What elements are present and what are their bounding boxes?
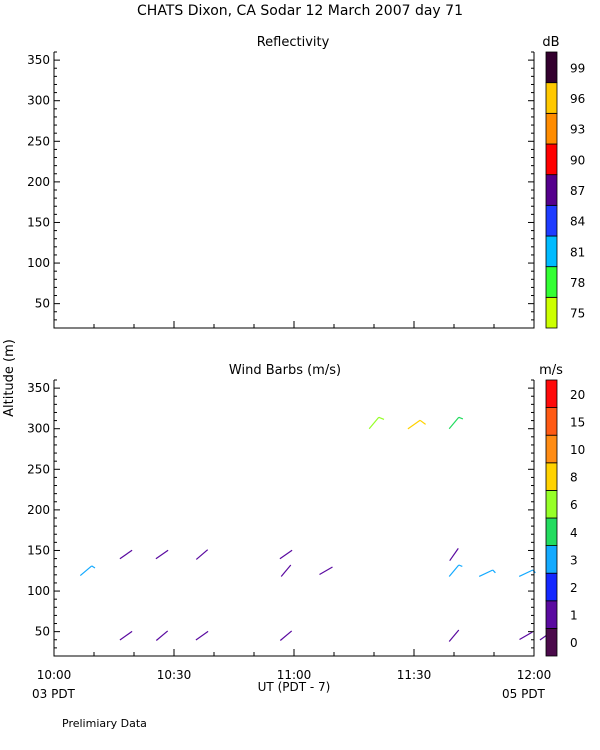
wind-barbs-xtick-label: 11:30: [397, 668, 432, 682]
reflectivity-colorbar-swatch: [545, 143, 558, 176]
wind-barbs-colorbar-label: 4: [570, 526, 578, 540]
wind-barbs-xtick-label: 12:00: [517, 668, 552, 682]
wind-barbs-title: Wind Barbs (m/s): [229, 363, 341, 378]
x-right-note: 05 PDT: [502, 687, 546, 701]
wind-barb: [478, 569, 496, 577]
wind-barb: [119, 549, 133, 560]
wind-barbs-colorbar-unit: m/s: [539, 363, 563, 378]
wind-barb: [448, 416, 464, 430]
wind-barbs-plot-area: [54, 380, 534, 656]
wind-barbs-colorbar-label: 15: [570, 415, 585, 429]
reflectivity-colorbar-label: 75: [570, 307, 585, 321]
reflectivity-colorbar-label: 81: [570, 245, 585, 259]
wind-barb: [519, 631, 533, 641]
wind-barb: [449, 548, 459, 562]
wind-barb: [279, 549, 293, 560]
wind-barb: [448, 629, 460, 642]
reflectivity-ytick-label: 350: [27, 53, 50, 67]
wind-barbs-panel: Wind Barbs (m/s) 5010015020025030035010:…: [27, 363, 585, 682]
figure-title: CHATS Dixon, CA Sodar 12 March 2007 day …: [137, 3, 463, 19]
wind-barb: [195, 630, 209, 641]
reflectivity-ytick-label: 300: [27, 94, 50, 108]
wind-barbs-colorbar-label: 8: [570, 471, 578, 485]
reflectivity-colorbar-swatch: [545, 296, 558, 329]
wind-barb: [319, 566, 333, 576]
reflectivity-ytick-label: 200: [27, 175, 50, 189]
wind-barbs-colorbar-swatch: [545, 462, 558, 491]
wind-barb: [448, 564, 463, 577]
reflectivity-colorbar-label: 99: [570, 61, 585, 75]
wind-barb: [407, 419, 426, 430]
reflectivity-colorbar-label: 90: [570, 153, 585, 167]
reflectivity-colorbar-swatch: [545, 266, 558, 298]
wind-barbs-ytick-label: 150: [27, 543, 50, 557]
reflectivity-colorbar-label: 84: [570, 215, 585, 229]
reflectivity-colorbar-swatch: [545, 235, 558, 268]
reflectivity-title: Reflectivity: [257, 35, 330, 50]
wind-barbs-ytick-label: 100: [27, 584, 50, 598]
wind-barb: [155, 549, 169, 560]
wind-barbs-axes: 50 100 150 200 250 300 350 10:00 10:30 11:00 11:30…: [27, 379, 552, 682]
wind-barbs-colorbar-label: 0: [570, 636, 578, 650]
wind-barb: [119, 630, 133, 641]
wind-barbs-colorbar-label: 20: [570, 388, 585, 402]
wind-barbs-colorbar-swatch: [545, 489, 558, 519]
wind-barb: [79, 565, 96, 577]
wind-barbs-colorbar-label: 10: [570, 443, 585, 457]
reflectivity-ytick-label: 250: [27, 134, 50, 148]
reflectivity-colorbar-label: 78: [570, 276, 585, 290]
wind-barb: [279, 630, 293, 641]
reflectivity-colorbar-swatch: [545, 51, 558, 84]
wind-barbs-colorbar-swatch: [545, 545, 558, 574]
reflectivity-colorbar-swatch: [545, 82, 558, 114]
wind-barbs-xtick-label: 11:00: [277, 668, 312, 682]
wind-barb: [195, 549, 209, 560]
x-left-note: 03 PDT: [32, 687, 76, 701]
wind-barbs-colorbar-label: 6: [570, 498, 578, 512]
wind-barb: [280, 564, 292, 577]
wind-barbs-ytick-label: 250: [27, 462, 50, 476]
wind-barbs-xtick-label: 10:00: [37, 668, 72, 682]
reflectivity-colorbar-swatch: [545, 112, 558, 145]
reflectivity-ytick-label: 150: [27, 215, 50, 229]
wind-barbs-colorbar-label: 3: [570, 553, 578, 567]
reflectivity-plot-area: [54, 52, 534, 328]
wind-barbs-colorbar-swatch: [545, 407, 558, 436]
wind-barbs-ytick-label: 300: [27, 422, 50, 436]
reflectivity-colorbar-label: 93: [570, 123, 585, 137]
reflectivity-axes: 50 100 150 200 250 300 350: [27, 51, 535, 329]
x-axis-label: UT (PDT - 7): [258, 680, 331, 694]
wind-barbs-colorbar-swatch: [545, 572, 558, 602]
reflectivity-colorbar-swatch: [545, 174, 558, 206]
wind-barbs-colorbar: 0 1 2 3 4 6 8 10 15 20: [545, 379, 585, 657]
reflectivity-colorbar-label: 87: [570, 184, 585, 198]
footer-note: Prelimiary Data: [62, 717, 147, 730]
reflectivity-panel: Reflectivity 50 100 150 200 250 300 350 75 78 81…: [27, 35, 585, 329]
wind-barbs-ytick-label: 200: [27, 503, 50, 517]
wind-barbs-ytick-label: 50: [35, 625, 50, 639]
wind-barbs-colorbar-label: 1: [570, 609, 578, 623]
reflectivity-colorbar-swatch: [545, 204, 558, 237]
wind-barbs-colorbar-swatch: [545, 434, 558, 464]
wind-barbs-colorbar-swatch: [545, 628, 558, 657]
reflectivity-colorbar-label: 96: [570, 92, 585, 106]
reflectivity-ytick-label: 100: [27, 256, 50, 270]
wind-barbs-colorbar-swatch: [545, 517, 558, 547]
wind-barb: [368, 416, 385, 430]
y-axis-label: Altitude (m): [2, 339, 17, 417]
wind-barbs-colorbar-swatch: [545, 600, 558, 629]
reflectivity-ytick-label: 50: [35, 297, 50, 311]
wind-barbs-colorbar-swatch: [545, 379, 558, 409]
reflectivity-colorbar: 75 78 81 84 87 90 93 96 99: [545, 51, 585, 329]
wind-barbs-xtick-label: 10:30: [157, 668, 192, 682]
wind-barbs-ytick-label: 350: [27, 381, 50, 395]
wind-barb: [155, 630, 169, 641]
reflectivity-colorbar-unit: dB: [542, 35, 559, 50]
wind-barbs-colorbar-label: 2: [570, 581, 578, 595]
